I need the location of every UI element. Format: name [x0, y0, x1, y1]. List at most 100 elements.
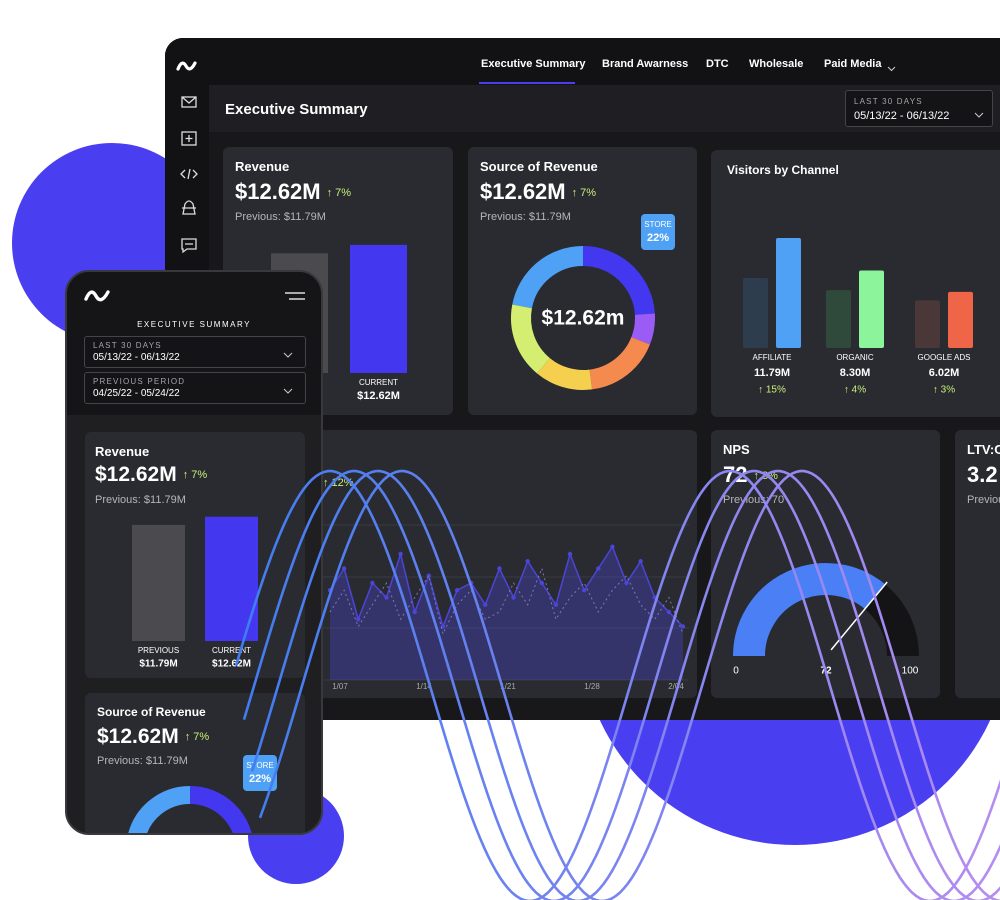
bar-value: $12.62M [357, 390, 400, 402]
picker-label: PREVIOUS PERIOD [93, 377, 186, 386]
nav-item[interactable]: Brand Awarness [602, 58, 689, 70]
point [398, 551, 403, 557]
bar-current [776, 238, 801, 348]
revenue-bars: PREVIOUS $11.79M CURRENT $12.62M [132, 516, 258, 670]
value: $12.62M [95, 463, 177, 486]
channel-change: ↑ 15% [758, 385, 786, 396]
page-title: Executive Summary [225, 101, 368, 118]
logo [176, 61, 197, 71]
logo [84, 290, 110, 302]
x-tick-label: 1/14 [416, 682, 432, 691]
chat-icon[interactable] [181, 238, 197, 254]
gauge-max: 100 [902, 666, 919, 677]
ltv-card: LTV:CAC 3.2 Previous [955, 430, 1000, 698]
channel-value: 6.02M [929, 367, 960, 379]
chevron [283, 352, 293, 358]
change: ↑ 7% [571, 187, 597, 200]
donut-segment [128, 786, 191, 833]
nav-underline [479, 82, 575, 84]
donut-segment [589, 336, 650, 390]
donut-segment [537, 357, 593, 390]
point [567, 551, 573, 557]
revenue-card: Revenue $12.62M ↑ 7% Previous: $11.79M PR… [85, 432, 305, 678]
value: $12.62M [97, 725, 179, 748]
channel-name: ORGANIC [836, 353, 874, 362]
date-picker[interactable]: LAST 30 DAYS 05/13/22 - 06/13/22 [84, 336, 306, 368]
donut-center: $12.62m [542, 307, 625, 330]
gauge-value: 72 [820, 666, 832, 677]
donut-segment [512, 246, 584, 309]
card-value: $12.62M ↑ 7% [235, 179, 351, 205]
mail-icon[interactable] [181, 96, 197, 108]
bar-label: CURRENT [359, 378, 398, 387]
visitors-bars: AFFILIATE 11.79M ↑ 15% ORGANIC 8.30M ↑ 4% GOOG… [743, 238, 973, 396]
bar [205, 516, 258, 641]
source-card: Source of Revenue $12.62M ↑ 7% Previous: … [85, 693, 305, 833]
bar-previous [743, 278, 768, 348]
card-title: Source of Revenue [97, 705, 206, 719]
point [370, 580, 375, 586]
picker-label: LAST 30 DAYS [93, 341, 162, 350]
point [539, 580, 544, 586]
point [327, 588, 333, 593]
nav-item[interactable]: Paid Media [824, 58, 882, 70]
card-title: Revenue [235, 159, 290, 174]
picker-range: 05/13/22 - 06/13/22 [854, 110, 950, 122]
point [497, 566, 502, 571]
visitors-card: Visitors by Channel AFFILIATE 11.79M ↑ 15%… [711, 150, 1000, 417]
bar-previous [915, 300, 940, 348]
donut-segment [582, 246, 655, 316]
point [384, 595, 389, 600]
point [412, 609, 417, 615]
add-icon[interactable] [181, 131, 197, 146]
channel-value: 11.79M [754, 367, 790, 379]
previous: Previous: $11.79M [95, 494, 186, 506]
value: $12.62M [480, 179, 566, 204]
change: ↑ 12% [323, 477, 354, 489]
point [483, 602, 488, 607]
channel-change: ↑ 3% [933, 385, 955, 396]
nav-item[interactable]: Executive Summary [481, 58, 586, 70]
date-picker[interactable]: LAST 30 DAYS 05/13/22 - 06/13/22 [845, 90, 993, 127]
badge-label: STORE [644, 220, 671, 229]
point [553, 602, 559, 607]
source-donut: STORE 22% $12.62m [511, 214, 675, 390]
nps-card: NPS 72 ↑ 3% Previous: 70 0 72 100 [711, 430, 940, 698]
card-title: LTV:CAC [967, 442, 1000, 457]
bar-value: $12.62M [212, 659, 251, 670]
point [666, 609, 672, 615]
chevron [283, 388, 293, 394]
card-value: 3.2 [967, 462, 998, 487]
nav-item[interactable]: DTC [706, 58, 729, 70]
point [525, 559, 530, 564]
date-picker[interactable]: PREVIOUS PERIOD 04/25/22 - 05/24/22 [84, 372, 306, 404]
point [581, 588, 587, 593]
menu-icon[interactable] [285, 292, 305, 300]
change: ↑ 7% [182, 469, 208, 482]
code-icon[interactable] [180, 168, 198, 180]
previous: Previous: $11.79M [235, 211, 326, 223]
donut-segment [189, 786, 252, 833]
channel-value: 8.30M [840, 367, 871, 379]
bar [350, 244, 407, 373]
previous: Previous [967, 494, 1000, 506]
point [638, 559, 643, 564]
picker-range: 05/13/22 - 06/13/22 [93, 352, 180, 363]
channel-name: GOOGLE ADS [918, 353, 971, 362]
source-donut: STORE 22% [128, 755, 277, 833]
x-tick-label: 1/21 [500, 682, 516, 691]
badge-label: STORE [246, 761, 273, 770]
point [652, 595, 657, 600]
point [610, 544, 615, 549]
gauge-fill [733, 563, 886, 657]
point [680, 624, 686, 629]
x-tick-label: 1/07 [332, 682, 348, 691]
phone: EXECUTIVE SUMMARY LAST 30 DAYS 05/13/22 … [65, 270, 323, 835]
x-tick-label: 2/04 [668, 682, 684, 691]
x-tick-label: 1/28 [584, 682, 600, 691]
top-bar [165, 38, 1000, 85]
bug-icon[interactable] [182, 200, 196, 215]
nav-item[interactable]: Wholesale [749, 58, 804, 70]
point [341, 566, 347, 571]
nps-gauge: 0 72 100 [733, 563, 919, 677]
